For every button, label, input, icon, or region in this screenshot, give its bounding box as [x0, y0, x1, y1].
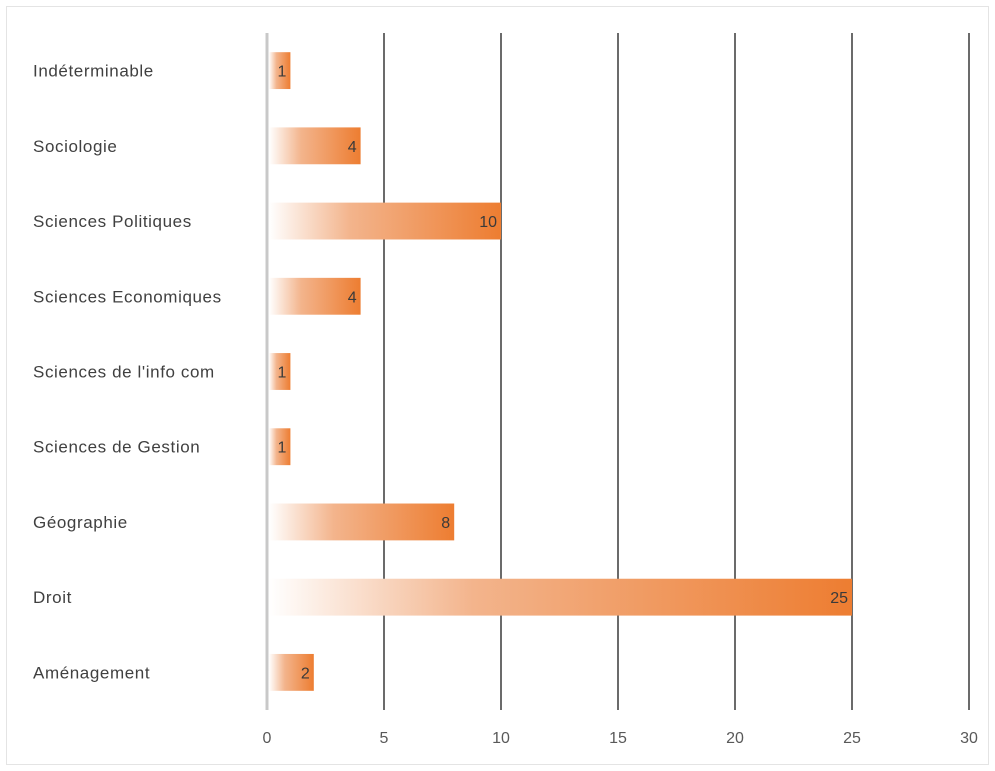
- bar-sciences-politiques: [269, 202, 501, 240]
- bars: 1 4 10 4 1 1 8 25 2: [269, 52, 852, 691]
- bar-geographie: [269, 503, 455, 541]
- bar-amenagement: [269, 653, 314, 691]
- category-label-sciences-politiques: Sciences Politiques: [33, 212, 192, 231]
- data-label-droit: 25: [830, 590, 848, 607]
- x-tick-label-5: 5: [380, 730, 389, 747]
- data-label-sciences-de-l-info-com: 1: [277, 365, 286, 382]
- data-label-sociologie: 4: [348, 139, 357, 156]
- category-label-sciences-economiques: Sciences Economiques: [33, 287, 222, 306]
- data-label-geographie: 8: [441, 515, 450, 532]
- x-tick-label-0: 0: [263, 730, 272, 747]
- bar-indeterminable: [269, 52, 291, 90]
- category-label-sciences-de-l-info-com: Sciences de l'info com: [33, 363, 215, 382]
- data-label-amenagement: 2: [301, 665, 310, 682]
- bar-droit: [269, 578, 852, 616]
- x-tick-label-25: 25: [843, 730, 861, 747]
- data-label-sciences-politiques: 10: [479, 214, 497, 231]
- bar-sociologie: [269, 127, 361, 165]
- bar-sciences-de-gestion: [269, 428, 291, 466]
- x-axis-ticks: 0 5 10 15 20 25 30: [263, 730, 978, 747]
- chart-frame: [6, 6, 989, 765]
- data-label-sciences-de-gestion: 1: [277, 440, 286, 457]
- category-labels: Indéterminable Sociologie Sciences Politiq…: [33, 62, 222, 683]
- x-tick-label-30: 30: [960, 730, 978, 747]
- category-label-sciences-de-gestion: Sciences de Gestion: [33, 438, 200, 457]
- category-label-indeterminable: Indéterminable: [33, 62, 154, 81]
- x-tick-label-20: 20: [726, 730, 744, 747]
- category-label-droit: Droit: [33, 588, 72, 607]
- category-label-geographie: Géographie: [33, 513, 128, 532]
- x-tick-label-10: 10: [492, 730, 510, 747]
- x-tick-label-15: 15: [609, 730, 627, 747]
- category-label-sociologie: Sociologie: [33, 137, 117, 156]
- bar-sciences-de-l-info-com: [269, 353, 291, 390]
- bar-sciences-economiques: [269, 277, 361, 315]
- data-label-indeterminable: 1: [277, 64, 286, 81]
- data-label-sciences-economiques: 4: [348, 289, 357, 306]
- category-label-amenagement: Aménagement: [33, 663, 150, 682]
